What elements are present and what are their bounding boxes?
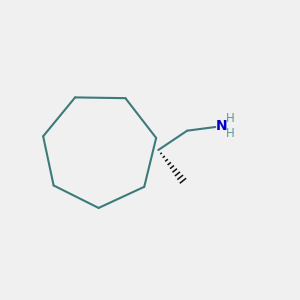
Text: N: N <box>215 119 227 133</box>
Text: H: H <box>226 112 235 125</box>
Text: H: H <box>226 128 235 140</box>
